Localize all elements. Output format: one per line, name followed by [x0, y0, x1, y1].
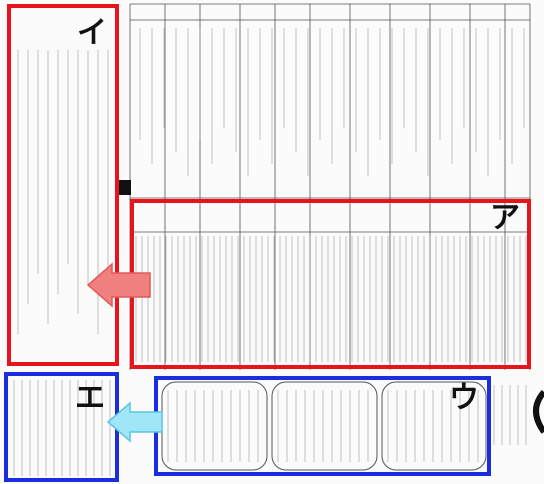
arrow-left: [86, 262, 151, 308]
marker-square: [118, 180, 131, 195]
callout-box-red: [7, 4, 119, 366]
callout-label: ア: [490, 201, 520, 236]
page-edge: [533, 390, 544, 434]
arrow-left: [106, 401, 163, 443]
callout-label: イ: [77, 16, 107, 51]
rounded-cell: [271, 381, 378, 471]
rounded-cell: [381, 381, 487, 471]
handwriting: [13, 28, 527, 476]
callout-label: ウ: [449, 381, 479, 416]
callout-label: エ: [75, 381, 105, 416]
